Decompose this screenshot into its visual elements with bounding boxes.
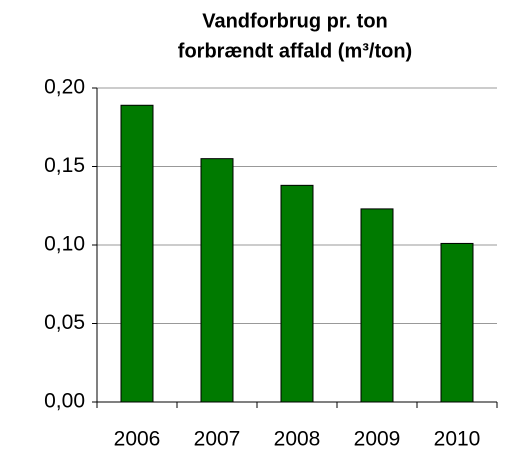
- x-tick-label: 2007: [194, 428, 241, 451]
- x-tick-label: 2006: [114, 428, 161, 451]
- y-tick-label: 0,15: [44, 154, 85, 177]
- y-tick-label: 0,00: [44, 390, 85, 413]
- y-tick-label: 0,20: [44, 76, 85, 99]
- x-tick-label: 2009: [354, 428, 401, 451]
- y-tick-label: 0,10: [44, 233, 85, 256]
- bar: [200, 158, 234, 403]
- chart-title: forbrændt affald (m³/ton): [178, 40, 412, 62]
- x-tick-label: 2010: [434, 428, 481, 451]
- chart-title: Vandforbrug pr. ton: [202, 10, 388, 32]
- bar: [120, 104, 154, 403]
- bar: [440, 242, 474, 403]
- x-tick-label: 2008: [274, 428, 321, 451]
- bar: [360, 208, 394, 403]
- bar: [280, 184, 314, 403]
- y-tick-label: 0,05: [44, 311, 85, 334]
